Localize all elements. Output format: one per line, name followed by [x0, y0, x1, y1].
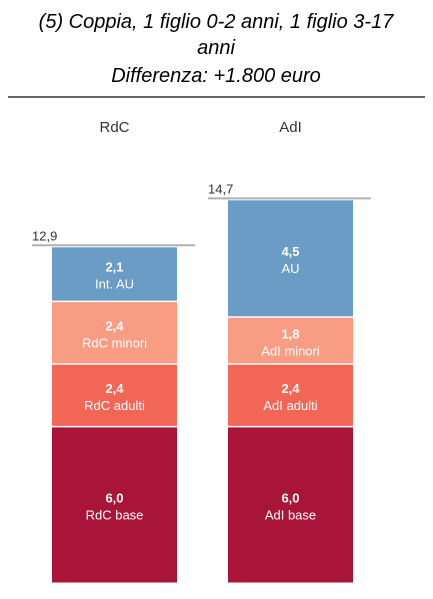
column-label-rdc: RdC [99, 119, 129, 136]
segment-name-label: AU [281, 261, 299, 276]
segment-name-label: AdI adulti [263, 398, 317, 413]
plot-area: RdC 6,0 RdC base 2,4 RdC adulti 2,4 RdC minori… [32, 119, 371, 583]
segment-value-label: 4,5 [281, 244, 299, 259]
segment-name-label: AdI minori [261, 343, 320, 358]
segment-value-label: 1,8 [281, 326, 299, 341]
bar-segment-adi-0 [228, 427, 353, 583]
bar-segment-adi-3 [228, 200, 353, 317]
segment-name-label: Int. AU [95, 277, 134, 292]
segment-value-label: 6,0 [281, 491, 299, 506]
segment-value-label: 2,4 [105, 381, 124, 396]
column-label-adi: AdI [279, 119, 302, 136]
segment-value-label: 2,4 [105, 318, 124, 333]
bar-segment-rdc-2 [52, 302, 177, 364]
total-value-label: 12,9 [32, 228, 57, 243]
chart-title: (5) Coppia, 1 figlio 0-2 anni, 1 figlio … [39, 11, 395, 87]
chart-title-line-2: anni [197, 37, 235, 59]
segment-value-label: 2,4 [281, 381, 300, 396]
segment-value-label: 6,0 [105, 491, 123, 506]
chart-title-line-3: Differenza: +1.800 euro [111, 65, 321, 87]
total-value-label: 14,7 [208, 181, 233, 196]
bar-segment-adi-2 [228, 317, 353, 364]
segment-name-label: RdC base [86, 508, 144, 523]
segment-name-label: RdC adulti [84, 398, 145, 413]
bar-segment-adi-1 [228, 364, 353, 426]
segment-name-label: AdI base [265, 508, 316, 523]
bar-segment-rdc-1 [52, 364, 177, 426]
bar-segment-rdc-3 [52, 247, 177, 301]
chart-title-line-1: (5) Coppia, 1 figlio 0-2 anni, 1 figlio … [39, 11, 395, 33]
segment-name-label: RdC minori [82, 335, 147, 350]
bar-segment-rdc-0 [52, 427, 177, 583]
segment-value-label: 2,1 [105, 260, 123, 275]
